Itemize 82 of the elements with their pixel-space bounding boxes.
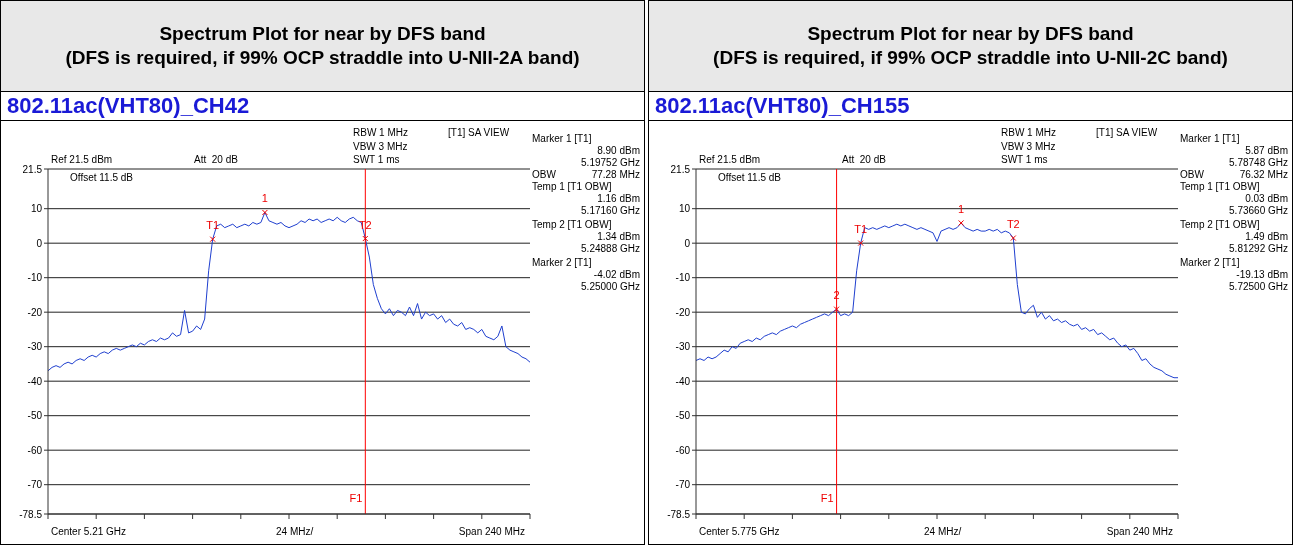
text: 5.87 dBm [1245,145,1288,157]
text: 1.34 dBm [597,231,640,243]
text: -19.13 dBm [1236,269,1288,281]
chart-title: Spectrum Plot for near by DFS band (DFS is required, if 99% OCP straddle into U-NII-2A band) [65,22,580,70]
y-tick-label: -70 [27,479,43,491]
chart-subtitle: 802.11ac(VHT80)_CH155 [649,92,1292,121]
annotation: T1 [206,219,220,232]
text: Marker 1 [T1] [532,133,592,145]
text: SWT 1 ms [353,154,400,166]
text: 24 MHz/ [924,526,962,538]
y-tick-label: 10 [678,203,691,215]
text: 1.49 dBm [1245,231,1288,243]
text: 5.25000 GHz [581,281,640,293]
text: [T1] SA VIEW [448,127,510,139]
text: Temp 1 [T1 OBW] [532,181,612,193]
y-tick-label: -40 [675,375,691,387]
text: 76.32 MHz [1239,169,1288,181]
text: Temp 2 [T1 OBW] [1180,219,1260,231]
text: 5.81292 GHz [1229,243,1288,255]
y-tick-label: -60 [675,444,691,456]
text: Center 5.775 GHz [699,526,780,538]
y-tick-label: 21.5 [22,163,43,175]
annotation: Offset 11.5 dB [718,172,782,184]
y-tick-label: -30 [27,341,43,353]
text: Att 20 dB [842,154,886,166]
text: RBW 1 MHz [1001,127,1056,139]
text: OBW [1180,169,1204,181]
annotation: F1 [820,492,834,504]
y-tick-label: -50 [27,410,43,422]
y-tick-label: -78.5 [667,508,691,520]
annotation: F1 [349,492,363,504]
chart-subtitle: 802.11ac(VHT80)_CH42 [1,92,644,121]
text: 5.78748 GHz [1229,157,1288,169]
y-tick-label: -50 [675,410,691,422]
text: 1.16 dBm [597,193,640,205]
annotation: T1 [854,223,868,236]
text: SWT 1 ms [1001,154,1048,166]
annotation: 1 [958,202,965,215]
y-tick-label: -20 [675,306,691,318]
chart-title: Spectrum Plot for near by DFS band (DFS is required, if 99% OCP straddle into U-NII-2C band) [713,22,1228,70]
text: [T1] SA VIEW [1096,127,1158,139]
y-tick-label: -10 [27,272,43,284]
text: Center 5.21 GHz [51,526,127,538]
text: 24 MHz/ [276,526,314,538]
y-tick-label: 0 [36,237,43,249]
text: Marker 2 [T1] [532,257,592,269]
text: Temp 2 [T1 OBW] [532,219,612,231]
text: VBW 3 MHz [1001,141,1056,153]
y-tick-label: 10 [30,203,43,215]
text: 77.28 MHz [591,169,640,181]
text: 5.17160 GHz [581,205,640,217]
text: 5.72500 GHz [1229,281,1288,293]
text: OBW [532,169,556,181]
y-tick-label: -78.5 [19,508,43,520]
text: Span 240 MHz [1106,526,1173,538]
text: 5.73660 GHz [1229,205,1288,217]
y-tick-label: -20 [27,306,43,318]
text: 8.90 dBm [597,145,640,157]
text: Span 240 MHz [458,526,525,538]
text: 0.03 dBm [1245,193,1288,205]
y-tick-label: -70 [675,479,691,491]
annotation: Offset 11.5 dB [70,172,134,184]
text: Ref 21.5 dBm [699,154,761,166]
y-tick-label: -60 [27,444,43,456]
text: VBW 3 MHz [353,141,408,153]
annotation: 1 [261,192,268,205]
y-tick-label: -10 [675,272,691,284]
annotation: T2 [1006,218,1020,231]
text: RBW 1 MHz [353,127,408,139]
text: 5.19752 GHz [581,157,640,169]
text: Att 20 dB [194,154,238,166]
text: Ref 21.5 dBm [51,154,113,166]
y-tick-label: -30 [675,341,691,353]
text: Temp 1 [T1 OBW] [1180,181,1260,193]
annotation: 2 [833,289,840,302]
text: Marker 1 [T1] [1180,133,1240,145]
text: Marker 2 [T1] [1180,257,1240,269]
y-tick-label: 0 [684,237,691,249]
y-tick-label: -40 [27,375,43,387]
y-tick-label: 21.5 [670,163,691,175]
text: 5.24888 GHz [581,243,640,255]
text: -4.02 dBm [593,269,640,281]
